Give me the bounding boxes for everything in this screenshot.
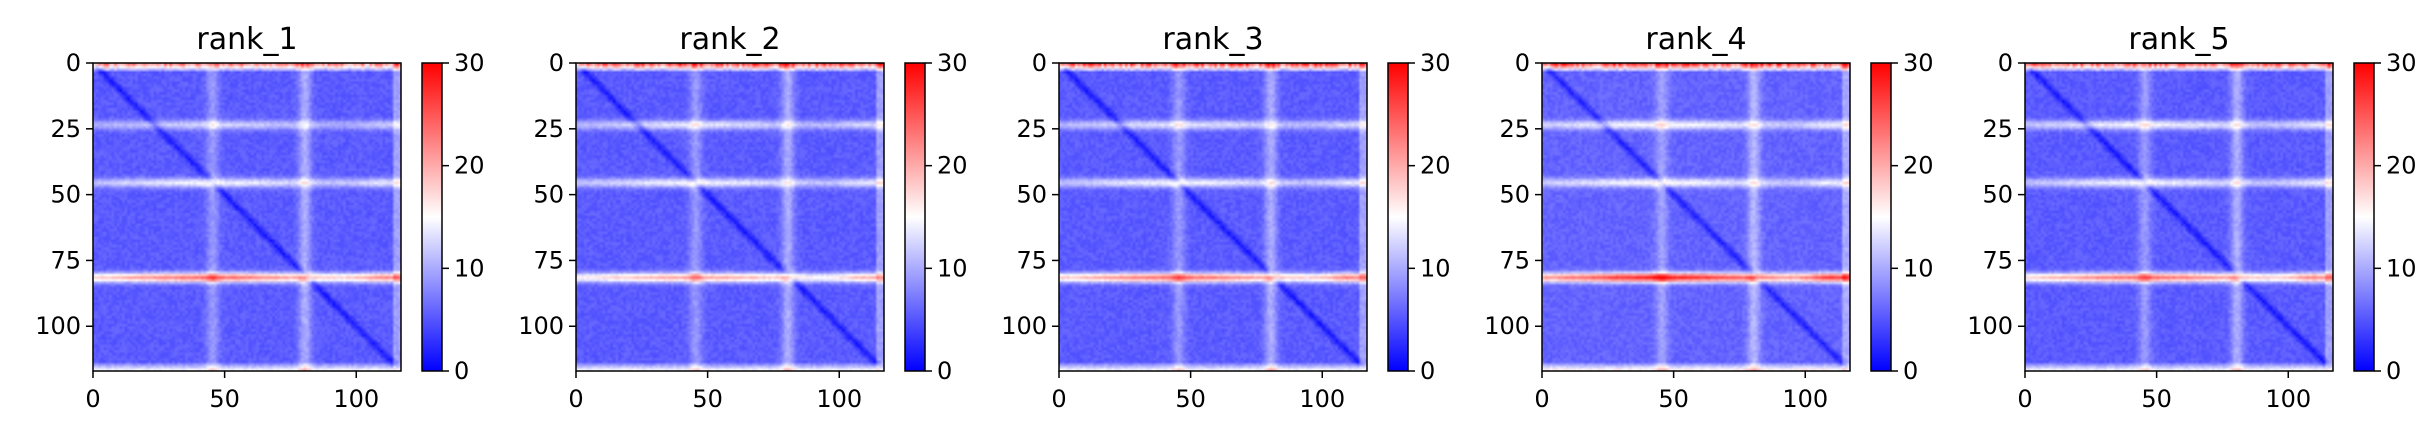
y-tick-label: 100 — [1484, 312, 1530, 340]
y-tick-label: 25 — [1499, 115, 1530, 143]
x-tick-label: 0 — [85, 385, 100, 413]
plot-frame — [2024, 62, 2334, 372]
colorbar-tick-label: 20 — [454, 152, 485, 180]
colorbar-tick-label: 0 — [937, 357, 952, 385]
y-tick-label: 100 — [1967, 312, 2013, 340]
colorbar-tick-label: 30 — [2386, 49, 2417, 77]
plot-frame — [1541, 62, 1851, 372]
x-tick-label: 100 — [1782, 385, 1828, 413]
x-tick-label: 100 — [1299, 385, 1345, 413]
y-tick-label: 0 — [1032, 49, 1047, 77]
chart-title: rank_4 — [1645, 22, 1746, 57]
y-tick-label: 50 — [1016, 181, 1047, 209]
colorbar-tick-label: 0 — [2386, 357, 2401, 385]
y-tick-label: 50 — [1982, 181, 2013, 209]
y-tick-label: 100 — [1001, 312, 1047, 340]
heatmap-panel: rank_1 0 50 100 0 25 50 75 100 0 10 20 30 — [35, 22, 484, 413]
y-tick-label: 75 — [1982, 246, 2013, 274]
y-tick-label: 0 — [1998, 49, 2013, 77]
colorbar — [2353, 62, 2375, 372]
x-tick-label: 100 — [2265, 385, 2311, 413]
x-tick-label: 100 — [333, 385, 379, 413]
heatmap-panel: rank_4 0 50 100 0 25 50 75 100 0 10 20 30 — [1484, 22, 1933, 413]
colorbar-tick-label: 30 — [1420, 49, 1451, 77]
x-tick-label: 50 — [2141, 385, 2172, 413]
colorbar — [1387, 62, 1409, 372]
x-tick-label: 0 — [2017, 385, 2032, 413]
colorbar-tick-label: 20 — [2386, 152, 2417, 180]
colorbar-tick-label: 30 — [454, 49, 485, 77]
colorbar-tick-label: 10 — [1903, 254, 1934, 282]
chart-title: rank_1 — [196, 22, 297, 57]
x-tick-label: 0 — [1534, 385, 1549, 413]
colorbar-tick-label: 20 — [1903, 152, 1934, 180]
heatmap-image — [2025, 63, 2333, 371]
y-tick-label: 25 — [533, 115, 564, 143]
colorbar-tick-label: 10 — [454, 254, 485, 282]
colorbar-tick-label: 20 — [937, 152, 968, 180]
colorbar — [421, 62, 443, 372]
heatmap-image — [1059, 63, 1367, 371]
colorbar-tick-label: 20 — [1420, 152, 1451, 180]
heatmap-image — [1542, 63, 1850, 371]
heatmap-panel: rank_3 0 50 100 0 25 50 75 100 0 10 20 30 — [1001, 22, 1450, 413]
plot-frame — [92, 62, 402, 372]
x-tick-label: 50 — [1658, 385, 1689, 413]
x-tick-label: 100 — [816, 385, 862, 413]
colorbar-tick-label: 10 — [1420, 254, 1451, 282]
y-tick-label: 50 — [533, 181, 564, 209]
colorbar — [904, 62, 926, 372]
x-tick-label: 50 — [209, 385, 240, 413]
colorbar — [1870, 62, 1892, 372]
y-tick-label: 75 — [1499, 246, 1530, 274]
y-tick-label: 75 — [1016, 246, 1047, 274]
y-tick-label: 50 — [1499, 181, 1530, 209]
plot-frame — [1058, 62, 1368, 372]
chart-title: rank_3 — [1162, 22, 1263, 57]
colorbar-tick-label: 30 — [1903, 49, 1934, 77]
y-tick-label: 25 — [1982, 115, 2013, 143]
y-tick-label: 100 — [35, 312, 81, 340]
colorbar-tick-label: 0 — [454, 357, 469, 385]
y-tick-label: 100 — [518, 312, 564, 340]
heatmap-panel: rank_2 0 50 100 0 25 50 75 100 0 10 20 30 — [518, 22, 967, 413]
y-tick-label: 0 — [549, 49, 564, 77]
colorbar-tick-label: 0 — [1420, 357, 1435, 385]
colorbar-tick-label: 10 — [937, 254, 968, 282]
y-tick-label: 50 — [50, 181, 81, 209]
heatmap-panel: rank_5 0 50 100 0 25 50 75 100 0 10 20 30 — [1967, 22, 2416, 413]
chart-title: rank_2 — [679, 22, 780, 57]
plot-frame — [575, 62, 885, 372]
colorbar-tick-label: 10 — [2386, 254, 2417, 282]
chart-title: rank_5 — [2128, 22, 2229, 57]
x-tick-label: 50 — [692, 385, 723, 413]
colorbar-tick-label: 0 — [1903, 357, 1918, 385]
y-tick-label: 75 — [533, 246, 564, 274]
y-tick-label: 0 — [1515, 49, 1530, 77]
y-tick-label: 25 — [50, 115, 81, 143]
x-tick-label: 50 — [1175, 385, 1206, 413]
y-tick-label: 75 — [50, 246, 81, 274]
colorbar-tick-label: 30 — [937, 49, 968, 77]
y-tick-label: 25 — [1016, 115, 1047, 143]
heatmap-image — [93, 63, 401, 371]
heatmap-image — [576, 63, 884, 371]
x-tick-label: 0 — [1051, 385, 1066, 413]
y-tick-label: 0 — [66, 49, 81, 77]
x-tick-label: 0 — [568, 385, 583, 413]
